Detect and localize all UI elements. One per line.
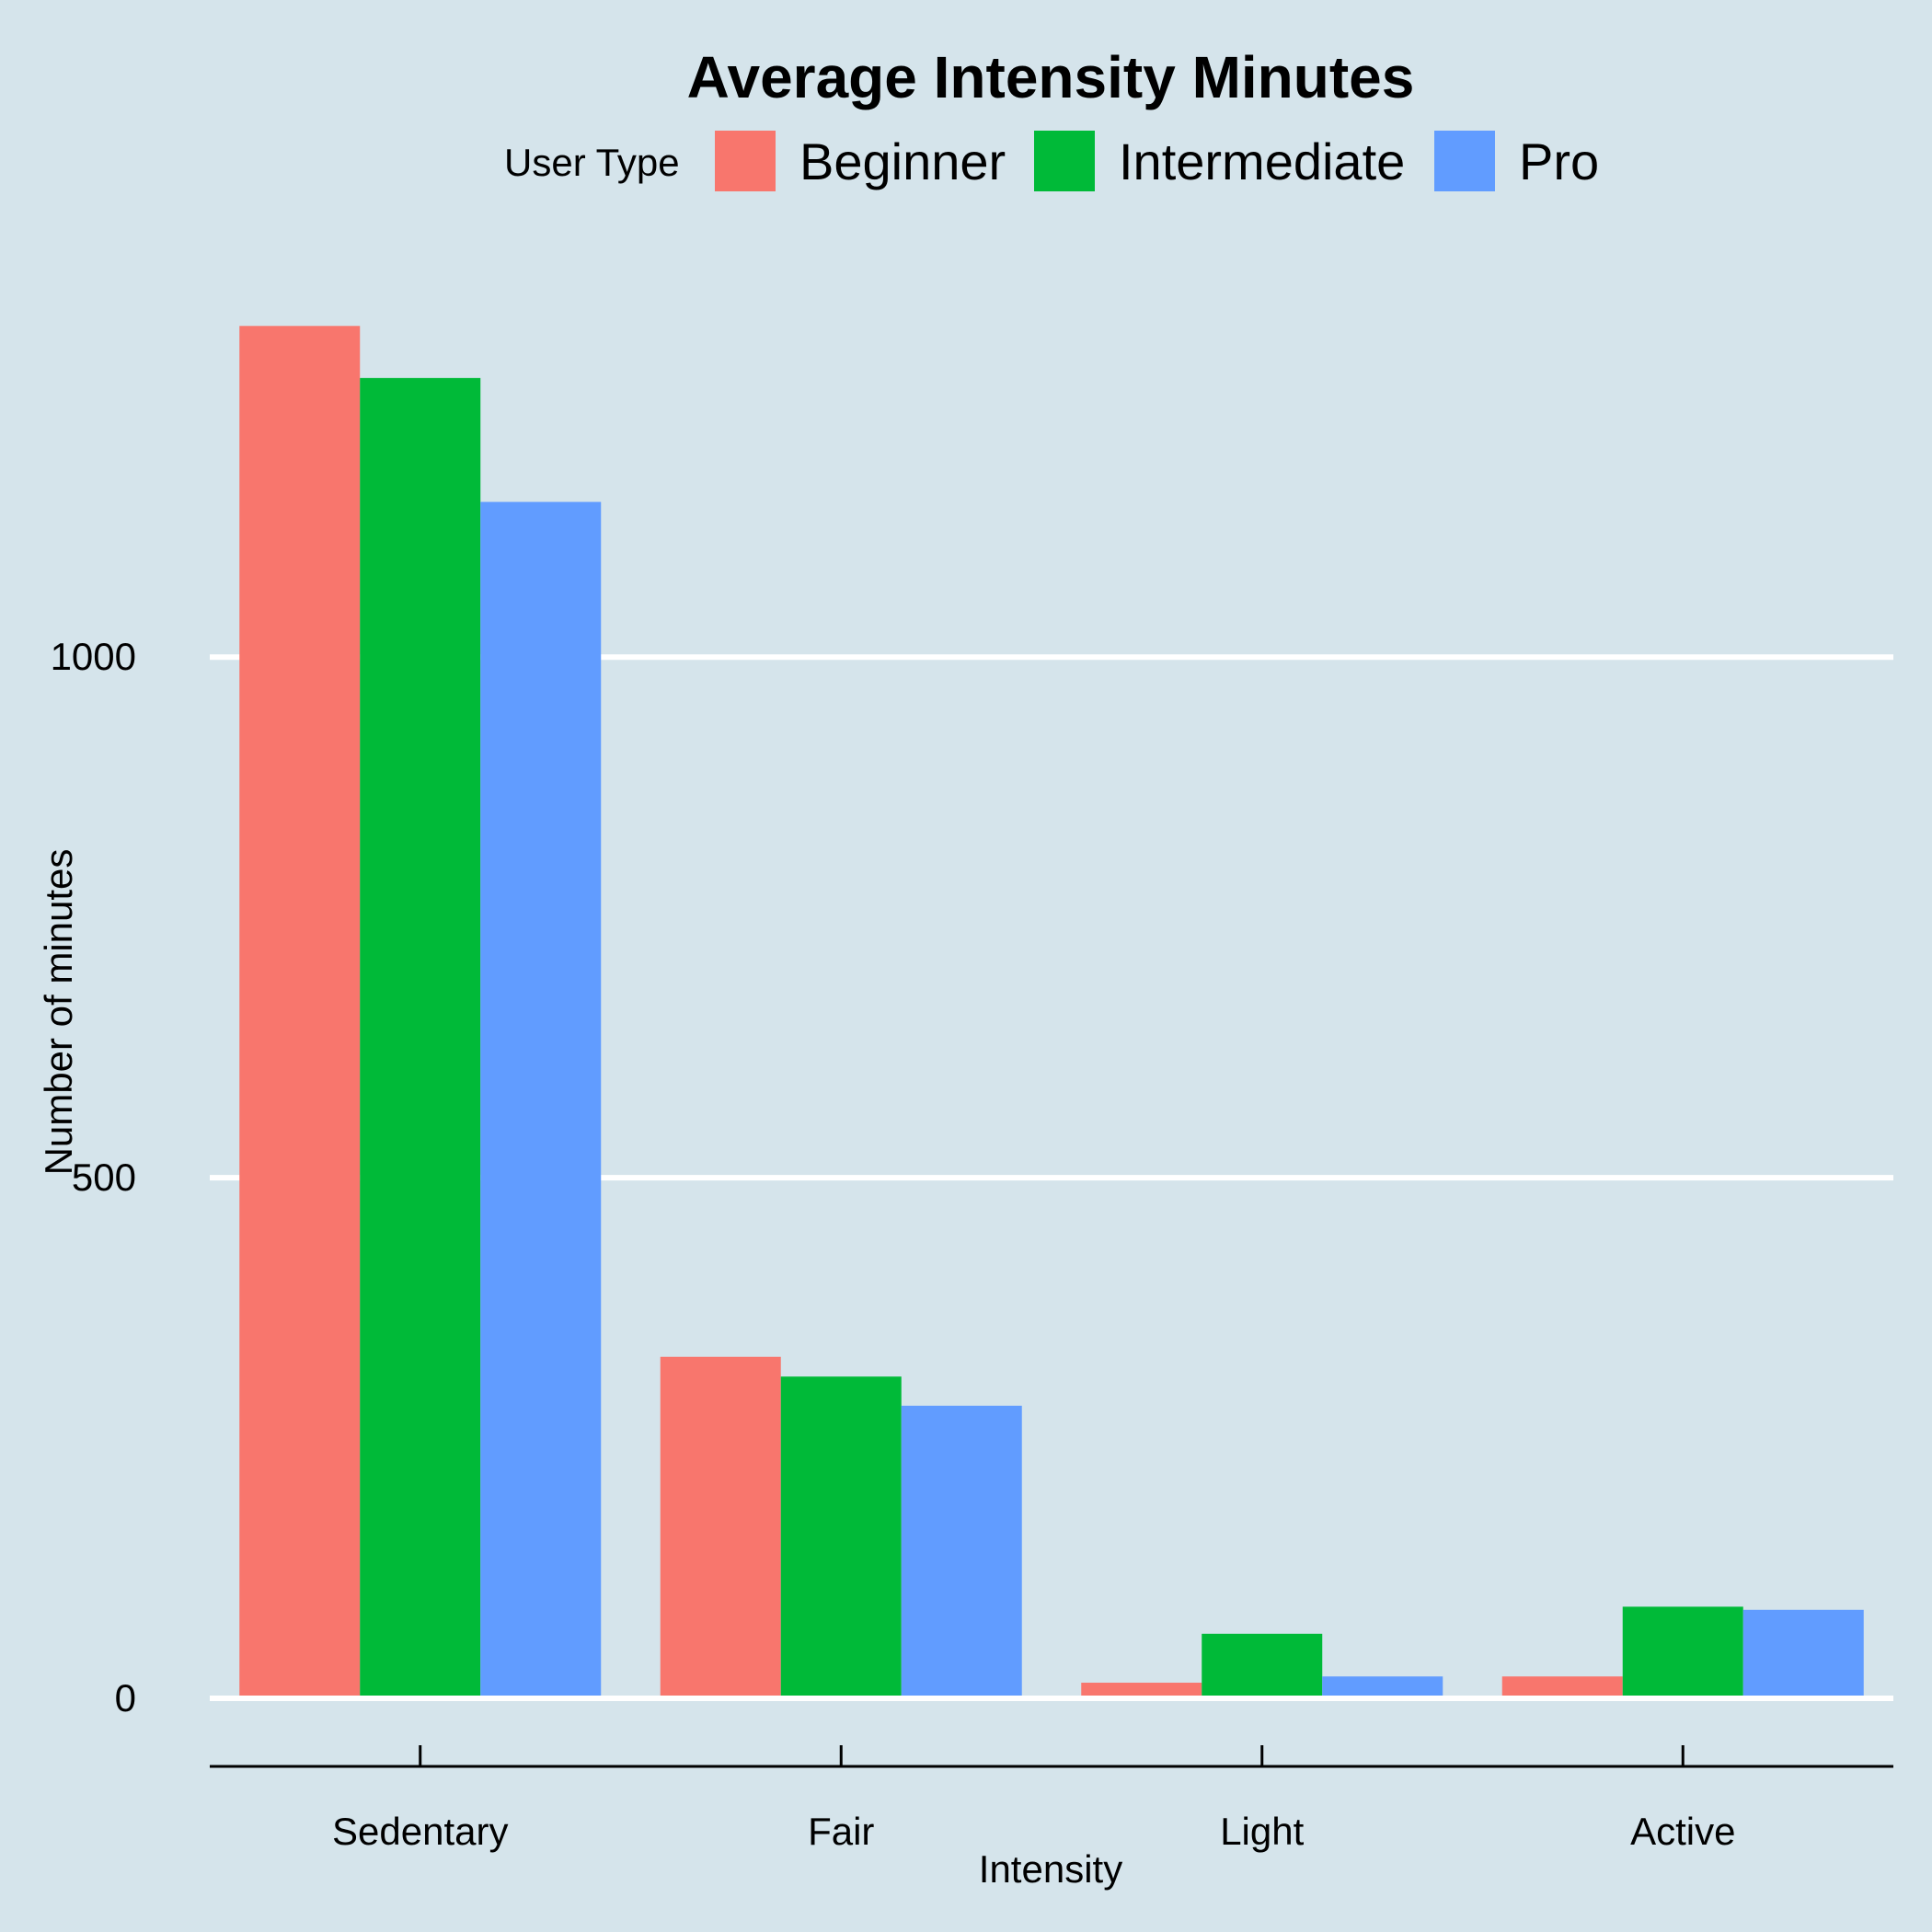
legend-title: User Type xyxy=(504,141,680,184)
y-tick-label: 0 xyxy=(115,1676,136,1719)
bars xyxy=(210,326,1893,1701)
legend: User Type Beginner Intermediate Pro xyxy=(504,131,1599,191)
bar-light-pro xyxy=(1322,1676,1443,1698)
x-tick-label: Light xyxy=(1220,1810,1304,1853)
bar-active-intermediate xyxy=(1622,1606,1743,1698)
bar-sedentary-pro xyxy=(480,501,602,1699)
bar-light-intermediate xyxy=(1202,1633,1323,1698)
legend-label-pro: Pro xyxy=(1519,132,1599,190)
y-axis: 0 500 1000 xyxy=(51,635,136,1719)
y-tick-label: 1000 xyxy=(51,635,136,678)
bar-light-beginner xyxy=(1081,1683,1202,1698)
bar-active-pro xyxy=(1742,1609,1864,1698)
legend-label-beginner: Beginner xyxy=(799,132,1006,190)
x-axis-title: Intensity xyxy=(979,1847,1122,1891)
x-tick-label: Sedentary xyxy=(332,1810,508,1853)
y-axis-title: Number of minutes xyxy=(37,849,80,1176)
legend-swatch-pro xyxy=(1434,131,1495,191)
x-tick-label: Fair xyxy=(808,1810,874,1853)
bar-sedentary-intermediate xyxy=(360,377,481,1699)
bar-sedentary-beginner xyxy=(239,326,361,1698)
x-tick-label: Active xyxy=(1630,1810,1735,1853)
x-axis: Sedentary Fair Light Active xyxy=(210,1745,1893,1853)
legend-swatch-beginner xyxy=(715,131,776,191)
chart-title: Average Intensity Minutes xyxy=(687,44,1415,110)
bar-fair-beginner xyxy=(660,1356,781,1698)
legend-label-intermediate: Intermediate xyxy=(1119,132,1405,190)
y-tick-label: 500 xyxy=(72,1156,136,1199)
bar-active-beginner xyxy=(1501,1676,1623,1698)
legend-swatch-intermediate xyxy=(1034,131,1095,191)
bar-fair-pro xyxy=(901,1405,1022,1698)
bar-fair-intermediate xyxy=(780,1376,902,1698)
